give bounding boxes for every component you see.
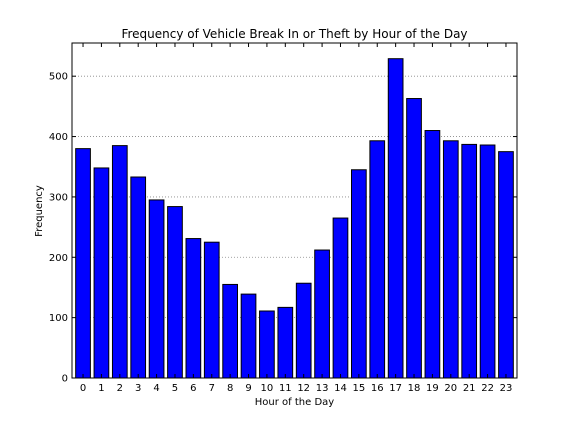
bar-hour-12	[295, 282, 312, 379]
bar-hour-16	[369, 140, 386, 379]
x-tick-label-5: 5	[172, 383, 178, 394]
x-tick-label-4: 4	[153, 383, 159, 394]
bar-hour-5	[167, 206, 183, 379]
x-tick-label-18: 18	[408, 383, 421, 394]
bar-hour-15	[351, 169, 367, 379]
bar-hour-18	[406, 98, 422, 379]
x-tick-label-13: 13	[316, 383, 329, 394]
gridlines	[72, 75, 517, 319]
bars	[75, 58, 514, 379]
chart-title: Frequency of Vehicle Break In or Theft b…	[121, 27, 467, 41]
bar-hour-8	[222, 283, 238, 379]
x-tick-label-20: 20	[444, 383, 457, 394]
bar-hour-14	[332, 217, 349, 379]
y-tick-label-0: 0	[62, 374, 68, 385]
x-tick-label-3: 3	[135, 383, 141, 394]
x-tick-label-19: 19	[426, 383, 439, 394]
y-tick-label-100: 100	[49, 313, 68, 324]
x-tick-label-10: 10	[261, 383, 274, 394]
bar-hour-0	[75, 148, 91, 379]
x-tick-label-11: 11	[279, 383, 292, 394]
bar-hour-13	[314, 249, 330, 379]
x-tick-label-1: 1	[98, 383, 104, 394]
y-axis-title: Frequency	[34, 185, 45, 237]
x-tick-label-23: 23	[500, 383, 513, 394]
x-axis-ticks: 0 1 2 3 4 5 6 7 8 9 10 11 12 13 14 15 16 17 18 19 20 21 22 23	[80, 43, 512, 394]
x-tick-label-7: 7	[209, 383, 215, 394]
bar-hour-4	[148, 199, 165, 379]
y-tick-label-500: 500	[49, 72, 68, 83]
x-tick-label-0: 0	[80, 383, 86, 394]
bar-hour-1	[93, 167, 110, 379]
x-tick-label-9: 9	[245, 383, 251, 394]
x-tick-label-8: 8	[227, 383, 233, 394]
x-tick-label-15: 15	[352, 383, 365, 394]
bar-hour-9	[240, 293, 257, 379]
bar-hour-6	[185, 238, 202, 379]
x-tick-label-12: 12	[297, 383, 310, 394]
bar-hour-19	[424, 130, 441, 379]
bar-hour-7	[203, 241, 220, 379]
bar-hour-3	[130, 176, 147, 379]
bar-hour-20	[442, 140, 459, 379]
y-tick-label-400: 400	[49, 132, 68, 143]
plot-frame	[71, 42, 518, 379]
x-tick-label-22: 22	[481, 383, 494, 394]
bar-hour-17	[387, 58, 404, 379]
x-tick-label-2: 2	[117, 383, 123, 394]
x-axis-title: Hour of the Day	[255, 397, 335, 408]
x-tick-label-14: 14	[334, 383, 347, 394]
bar-hour-22	[479, 144, 496, 379]
bar-hour-10	[259, 310, 275, 379]
x-tick-label-21: 21	[463, 383, 476, 394]
bar-hour-23	[498, 151, 514, 379]
bar-hour-2	[111, 145, 128, 379]
y-tick-label-200: 200	[49, 253, 68, 264]
bar-hour-21	[461, 143, 478, 379]
x-tick-label-17: 17	[389, 383, 402, 394]
y-tick-label-300: 300	[49, 192, 68, 203]
bar-hour-11	[277, 306, 294, 379]
x-tick-label-6: 6	[190, 383, 196, 394]
x-tick-label-16: 16	[371, 383, 384, 394]
y-axis-ticks: 0 100 200 300 400 500	[49, 72, 517, 385]
